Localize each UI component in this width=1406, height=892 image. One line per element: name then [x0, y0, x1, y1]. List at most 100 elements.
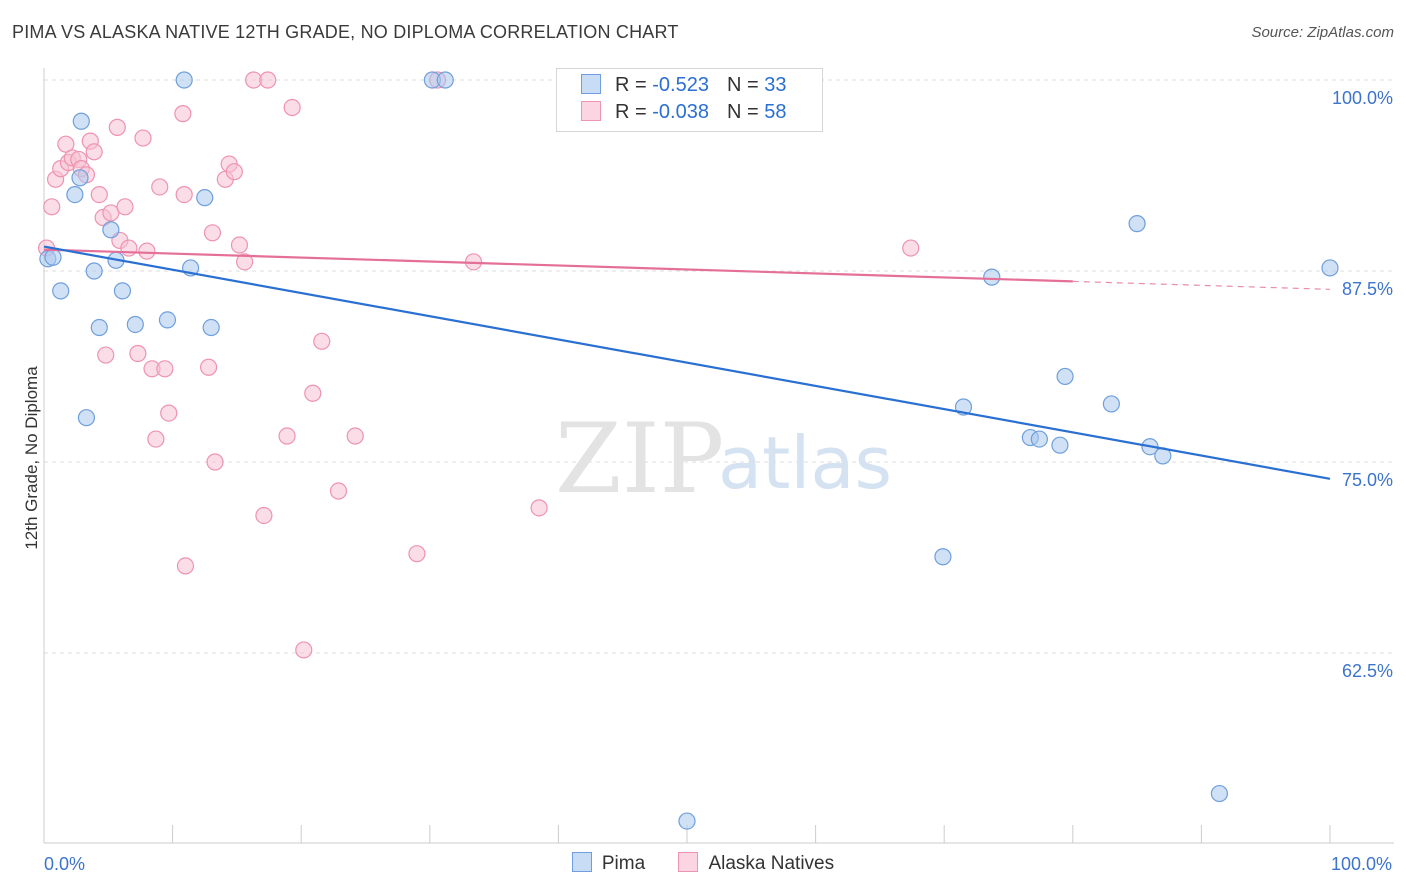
legend-n-value: 33 [764, 74, 787, 96]
series-legend-alaska-label: Alaska Natives [708, 853, 835, 874]
alaska-point [902, 239, 920, 257]
series-legend: Pima Alaska Natives [0, 852, 1406, 875]
legend-r-value: -0.038 [652, 101, 709, 123]
alaska-point [156, 360, 174, 378]
alaska-point [160, 404, 178, 422]
alaska-point [97, 346, 115, 364]
y-tick-label: 75.0% [1342, 470, 1393, 490]
legend-row-pima: R = -0.523 N = 33 [581, 74, 786, 100]
alaska-point [200, 358, 218, 376]
alaska-point [120, 239, 138, 257]
alaska-point [408, 545, 426, 563]
pima-point [1102, 395, 1120, 413]
alaska-point [203, 224, 222, 242]
pima-point [66, 186, 84, 204]
pima-point [983, 268, 1001, 286]
pima-point [1321, 259, 1339, 277]
watermark-zip: ZIP [555, 403, 724, 515]
alaska-trend-extension [1072, 280, 1331, 290]
pima-point [44, 248, 62, 266]
pima-point [175, 71, 193, 89]
x-tick-label-max: 100.0% [1331, 854, 1392, 874]
pima-point [113, 282, 132, 300]
alaska-natives-points [37, 71, 920, 659]
pima-point [102, 221, 120, 239]
legend-n-label: N = [726, 101, 765, 123]
legend-n-label: N = [726, 74, 765, 96]
alaska-point [116, 198, 134, 216]
alaska-point [134, 129, 152, 147]
alaska-point [90, 186, 108, 204]
series-legend-pima-label: Pima [601, 853, 646, 874]
pima-swatch-icon [571, 852, 592, 872]
pima-point [71, 169, 89, 187]
pima-point [1210, 784, 1229, 803]
pima-point [52, 282, 70, 300]
alaska-point [255, 506, 273, 525]
legend-r-value: -0.523 [652, 74, 709, 96]
alaska-point [530, 499, 548, 517]
pima-point [1051, 436, 1069, 454]
pima-point [85, 262, 103, 280]
pima-point [90, 318, 108, 337]
pima-point [77, 409, 96, 427]
alaska-point [230, 236, 249, 254]
alaska-point [176, 557, 195, 575]
alaska-point [295, 641, 313, 659]
pima-point [436, 71, 454, 89]
trend-lines [43, 245, 1331, 480]
alaska-point [138, 242, 156, 260]
pima-point [934, 548, 952, 566]
alaska-point [151, 178, 169, 196]
pima-point [126, 315, 144, 334]
y-tick-label: 100.0% [1332, 88, 1393, 108]
alaska-point [259, 71, 277, 89]
alaska-point [304, 384, 322, 402]
pima-point [1030, 430, 1048, 448]
watermark-atlas: atlas [718, 421, 892, 505]
alaska-point [147, 430, 165, 448]
pima-trend-line [43, 245, 1331, 480]
legend-r-label: R = [615, 74, 653, 96]
alaska-point [57, 135, 75, 153]
alaska-point [236, 253, 254, 271]
alaska-point [278, 427, 296, 445]
y-tick-label: 62.5% [1342, 661, 1393, 681]
alaska-swatch-icon [678, 852, 699, 872]
legend-swatch-alaska [581, 101, 601, 121]
x-tick-label-min: 0.0% [44, 854, 85, 874]
correlation-legend: R = -0.523 N = 33 R = -0.038 N = 58 [556, 68, 823, 132]
pima-point [196, 189, 214, 207]
source-credit: Source: ZipAtlas.com [1251, 24, 1394, 41]
alaska-point [206, 453, 224, 471]
legend-swatch-pima [581, 74, 601, 94]
alaska-point [174, 105, 192, 123]
axes [43, 68, 1394, 844]
series-legend-pima[interactable]: Pima [571, 852, 646, 875]
y-tick-label: 87.5% [1342, 279, 1393, 299]
alaska-point [108, 118, 126, 136]
y-tick-labels: 62.5% 75.0% 87.5% 100.0% [1332, 88, 1393, 681]
alaska-point [346, 427, 364, 445]
series-legend-alaska[interactable]: Alaska Natives [678, 852, 834, 875]
watermark: ZIP atlas [555, 403, 892, 515]
alaska-point [283, 98, 301, 117]
alaska-point [102, 204, 120, 222]
legend-r-label: R = [615, 101, 653, 123]
pima-point [202, 318, 220, 337]
pima-point [678, 812, 696, 830]
y-axis-title: 12th Grade, No Diploma [22, 366, 41, 550]
alaska-point [85, 143, 103, 161]
pima-point [72, 112, 90, 130]
alaska-point [43, 198, 61, 216]
pima-point [158, 311, 177, 329]
legend-row-alaska: R = -0.038 N = 58 [581, 101, 786, 127]
alaska-point [129, 344, 147, 363]
alaska-trend-line [43, 248, 1073, 283]
alaska-point [225, 163, 243, 181]
pima-point [1128, 215, 1146, 233]
legend-n-value: 58 [764, 101, 787, 123]
chart-title: PIMA VS ALASKA NATIVE 12TH GRADE, NO DIP… [12, 22, 679, 42]
alaska-point [313, 332, 331, 350]
